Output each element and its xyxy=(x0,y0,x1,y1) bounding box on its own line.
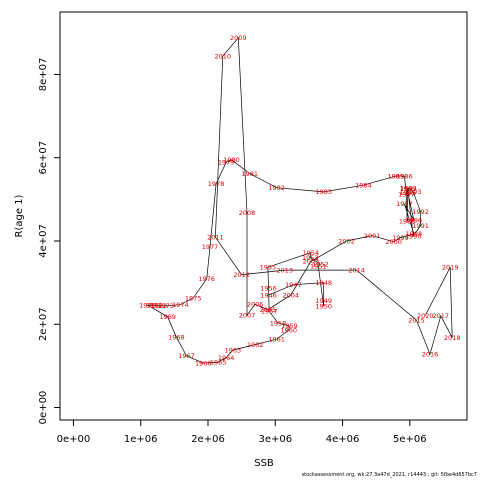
point-label: 2017 xyxy=(432,312,449,320)
point-label: 1984 xyxy=(355,181,372,189)
y-tick-label: 0e+00 xyxy=(38,391,49,425)
point-label: 1964 xyxy=(218,354,235,362)
point-label: 1986 xyxy=(396,172,413,180)
x-tick-label: 5e+06 xyxy=(393,434,427,445)
point-label: 1977 xyxy=(202,243,219,251)
point-label: 1974 xyxy=(172,301,189,309)
point-label: 2003 xyxy=(303,258,320,266)
point-label: 2007 xyxy=(239,311,256,319)
point-label: 1970 xyxy=(139,301,156,309)
point-label: 2014 xyxy=(348,266,365,274)
point-label: 2010 xyxy=(215,52,232,60)
point-label: 1968 xyxy=(168,333,185,341)
y-axis-title: R(age 1) xyxy=(14,194,25,237)
point-label: 2002 xyxy=(338,237,355,245)
y-axis: 0e+00 2e+07 4e+07 6e+07 8e+07 xyxy=(38,58,61,425)
point-label: 1999 xyxy=(392,234,409,242)
point-label: 1990 xyxy=(405,232,422,240)
point-label: 2009 xyxy=(230,34,247,42)
point-label: 1980 xyxy=(223,156,240,164)
series-line xyxy=(146,36,453,364)
point-label: 1996 xyxy=(406,216,423,224)
point-label: 2008 xyxy=(239,209,256,217)
point-label: 1979 xyxy=(218,159,235,167)
point-label: 1961 xyxy=(268,336,285,344)
point-label: 1954 xyxy=(303,249,320,257)
y-tick-label: 4e+07 xyxy=(38,224,49,258)
point-label: 2016 xyxy=(422,351,439,359)
point-label: 1982 xyxy=(268,184,285,192)
y-tick-label: 8e+07 xyxy=(38,58,49,92)
y-tick-label: 6e+07 xyxy=(38,141,49,175)
point-label: 1946 xyxy=(260,291,277,299)
point-label: 1975 xyxy=(185,294,202,302)
x-axis: 0e+00 1e+06 2e+06 3e+06 4e+06 5e+06 xyxy=(57,419,427,445)
x-tick-label: 3e+06 xyxy=(258,434,292,445)
point-label: 1981 xyxy=(241,170,258,178)
point-label: 2013 xyxy=(276,266,293,274)
point-label: 1989 xyxy=(400,185,417,193)
point-label: 1948 xyxy=(315,279,332,287)
point-label: 1957 xyxy=(261,308,278,316)
point-label: 1953 xyxy=(302,254,319,262)
point-label: 1967 xyxy=(178,352,195,360)
point-label: 2005 xyxy=(260,306,277,314)
point-label: 1976 xyxy=(198,275,215,283)
footer-note: stockassessment.org, wk:27.3a47d_2021, r… xyxy=(301,472,477,478)
point-label: 1966 xyxy=(195,359,212,367)
point-label: 1971 xyxy=(146,301,163,309)
x-tick-label: 2e+06 xyxy=(191,434,225,445)
point-label: 1950 xyxy=(315,303,332,311)
point-label: 2006 xyxy=(247,301,264,309)
point-label: 1973 xyxy=(157,302,174,310)
point-label: 1955 xyxy=(260,264,277,272)
point-label: 1959 xyxy=(281,322,298,330)
point-label: 1995 xyxy=(400,189,417,197)
point-label: 1992 xyxy=(412,208,429,216)
point-label: 1998 xyxy=(406,230,423,238)
y-tick-label: 2e+07 xyxy=(38,307,49,341)
x-tick-label: 1e+06 xyxy=(124,434,158,445)
point-label: 1947 xyxy=(285,281,302,289)
point-label: 1972 xyxy=(151,302,168,310)
point-label: 2015 xyxy=(408,316,425,324)
point-label: 2018 xyxy=(444,334,461,342)
point-label: 1962 xyxy=(247,341,264,349)
point-label: 2001 xyxy=(364,232,381,240)
point-label: 1952 xyxy=(312,261,329,269)
point-label: 1969 xyxy=(159,313,176,321)
point-label: 2020 xyxy=(417,312,434,320)
point-label: 2012 xyxy=(233,271,250,279)
point-label: 1985 xyxy=(387,172,404,180)
point-label: 1965 xyxy=(210,358,227,366)
point-label: 2004 xyxy=(282,291,299,299)
point-label: 1991 xyxy=(412,222,429,230)
point-label: 1949 xyxy=(315,297,332,305)
point-label: 1987 xyxy=(398,191,415,199)
point-label: 1983 xyxy=(315,188,332,196)
point-label: 1978 xyxy=(208,180,225,188)
point-label: 1963 xyxy=(225,346,242,354)
x-tick-label: 0e+00 xyxy=(57,434,91,445)
point-label: 1988 xyxy=(399,217,416,225)
x-axis-title: SSB xyxy=(254,458,274,469)
point-label: 2000 xyxy=(385,238,402,246)
point-label: 1993 xyxy=(405,188,422,196)
point-label: 1951 xyxy=(310,262,327,270)
point-label: 1960 xyxy=(280,326,297,334)
point-label: 1997 xyxy=(396,200,413,208)
point-label: 1956 xyxy=(260,284,277,292)
point-label: 1958 xyxy=(270,319,287,327)
point-label: 1994 xyxy=(400,184,417,192)
point-label: 2019 xyxy=(442,264,459,272)
point-label: 2011 xyxy=(207,234,224,242)
x-tick-label: 4e+06 xyxy=(326,434,360,445)
